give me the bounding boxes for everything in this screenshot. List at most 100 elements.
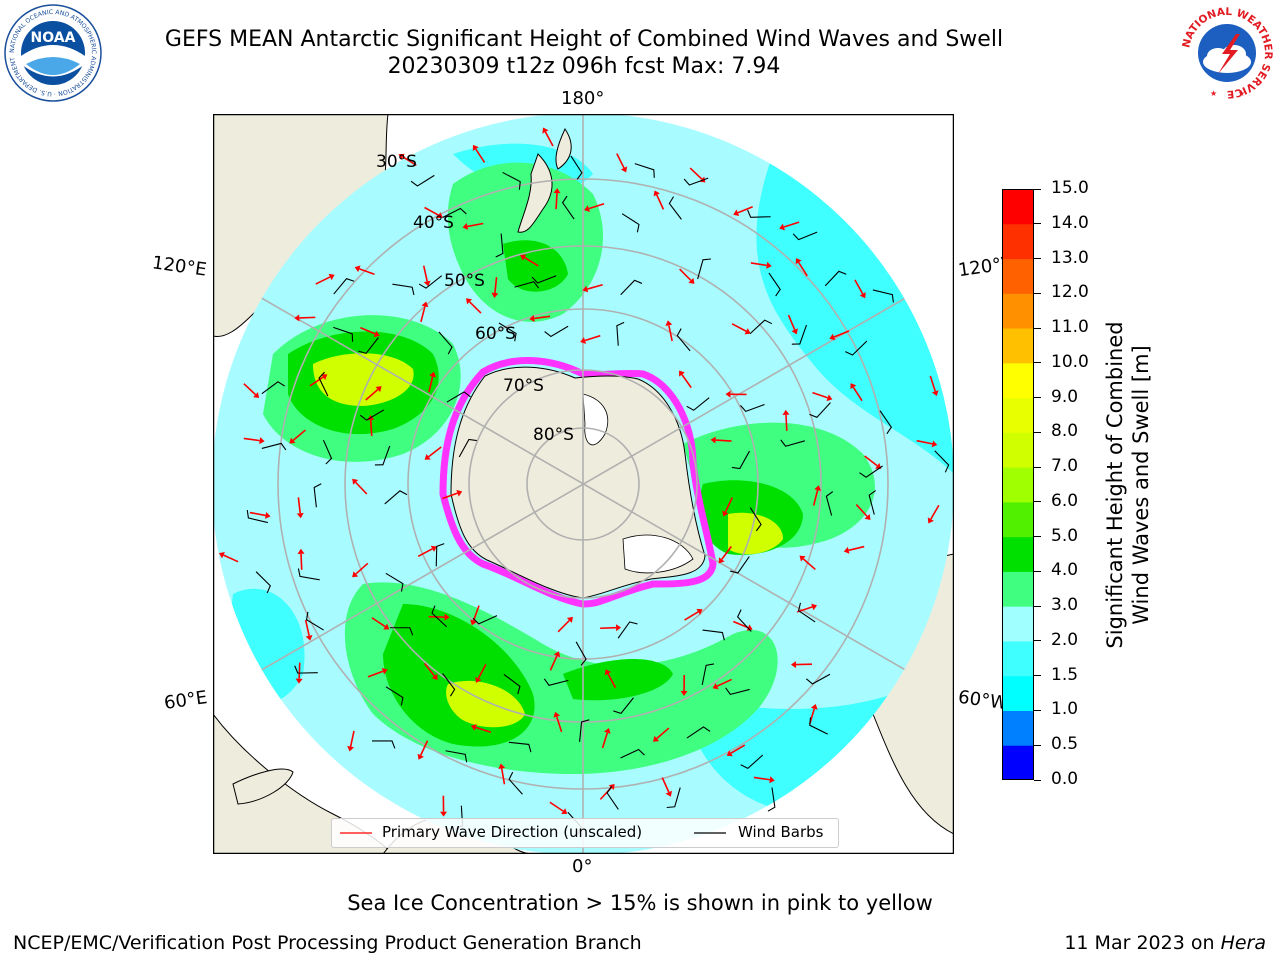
wave-arrow: [600, 626, 617, 630]
wave-arrow: [783, 221, 800, 228]
wave-arrow-head: [421, 301, 429, 308]
wind-barb: [725, 687, 750, 696]
wave-arrow-head: [931, 440, 938, 448]
wave-arrow-head: [725, 390, 731, 398]
lat-label-80s: 80°S: [533, 425, 574, 445]
wave-arrow-head: [375, 386, 382, 393]
wave-arrow: [419, 740, 429, 756]
wave-arrow: [243, 437, 260, 442]
wave-arrow: [833, 330, 850, 338]
wave-arrow-head: [864, 513, 871, 521]
colorbar-tick-label: 10.0: [1051, 351, 1089, 372]
map-legend: Primary Wave Direction (unscaled) Wind B…: [331, 818, 839, 848]
wave-arrow: [549, 655, 558, 671]
wave-arrow: [494, 277, 498, 294]
wind-barb: [358, 337, 379, 355]
wave-arrow-head: [814, 485, 821, 491]
wind-barb: [768, 272, 781, 297]
title-line-2: 20230309 t12z 096h fcst Max: 7.94: [387, 54, 781, 79]
colorbar-segment: [1002, 745, 1034, 781]
colorbar-segment: [1002, 710, 1034, 746]
wind-barb: [514, 281, 540, 289]
wave-arrow: [472, 605, 480, 621]
wave-arrow-head: [620, 166, 628, 173]
wind-barb: [859, 465, 883, 478]
wave-arrow: [587, 283, 603, 290]
wave-arrow-head: [259, 437, 265, 445]
colorbar-frame: [1002, 189, 1034, 780]
wind-barb: [809, 717, 828, 735]
colorbar-tick-label: 11.0: [1051, 317, 1089, 338]
wave-arrow: [365, 388, 379, 401]
wave-arrow-head: [769, 776, 775, 784]
colorbar-tick-mark: [1034, 188, 1041, 190]
wind-barb: [389, 627, 414, 636]
wave-arrow: [930, 504, 940, 520]
wave-arrow: [292, 429, 306, 441]
lon-label-180: 180°: [561, 88, 605, 109]
wave-arrow-head: [584, 205, 590, 212]
wind-barb: [791, 324, 808, 345]
wind-barb: [616, 321, 625, 346]
footer-branch: NCEP/EMC/Verification Post Processing Pr…: [13, 932, 642, 954]
wave-arrow-head: [436, 212, 443, 219]
wave-arrow-head: [352, 478, 359, 485]
wind-barb: [374, 445, 391, 466]
wave-arrow: [715, 439, 732, 442]
wind-barb: [767, 787, 776, 812]
wave-arrow-head: [746, 624, 753, 631]
legend-wave-line-icon: [340, 832, 372, 834]
wave-arrow: [349, 730, 355, 747]
wind-barb: [438, 331, 453, 355]
wave-arrow: [656, 727, 670, 740]
wind-barb: [442, 673, 456, 697]
wave-arrow: [864, 455, 878, 467]
wave-band-cyan-ne: [756, 154, 954, 474]
wave-arrow: [304, 619, 310, 636]
wave-arrow: [848, 545, 865, 552]
wind-barb: [740, 754, 764, 770]
wind-barb: [508, 741, 532, 753]
wave-arrow-head: [665, 790, 672, 797]
wave-arrow: [679, 268, 692, 281]
wave-arrow-head: [931, 390, 939, 397]
colorbar-tick-mark: [1034, 744, 1041, 746]
colorbar-segment: [1002, 501, 1034, 538]
wave-arrow: [929, 375, 937, 392]
wave-arrow: [555, 193, 558, 210]
colorbar-tick-mark: [1034, 362, 1041, 364]
colorbar-tick-mark: [1034, 709, 1041, 711]
wave-arrow: [309, 376, 324, 387]
wave-arrow-head: [826, 394, 833, 402]
colorbar-tick-mark: [1034, 605, 1041, 607]
wave-arrow: [468, 301, 482, 314]
wave-arrow: [299, 316, 316, 319]
wind-barb: [502, 171, 521, 190]
wave-arrow-head: [381, 667, 388, 675]
svg-text:★: ★: [1238, 89, 1245, 98]
wave-arrow-head: [710, 436, 716, 444]
wave-arrow: [524, 256, 539, 267]
wave-arrow: [422, 265, 428, 282]
wave-arrow: [315, 276, 331, 285]
footer-host: Hera: [1220, 932, 1266, 954]
wind-barb: [731, 450, 751, 470]
wave-arrow-head: [718, 557, 725, 564]
wind-barb: [503, 673, 521, 695]
wave-arrow: [243, 383, 257, 396]
wind-barb: [845, 340, 868, 356]
wave-arrow-head: [264, 511, 271, 519]
wind-barb: [749, 319, 773, 335]
wave-arrow: [785, 414, 788, 431]
wave-height-map: [212, 113, 955, 855]
wave-arrow-head: [289, 437, 296, 444]
wind-barb: [446, 391, 471, 403]
wave-arrow: [369, 419, 373, 437]
wind-barb: [797, 602, 816, 623]
colorbar-tick-label: 12.0: [1051, 282, 1089, 303]
wave-arrow-head: [553, 711, 561, 718]
wind-barb: [749, 507, 762, 532]
colorbar-tick-label: 0.5: [1051, 734, 1079, 755]
wave-arrow: [355, 562, 369, 575]
wave-arrow-head: [680, 690, 688, 696]
